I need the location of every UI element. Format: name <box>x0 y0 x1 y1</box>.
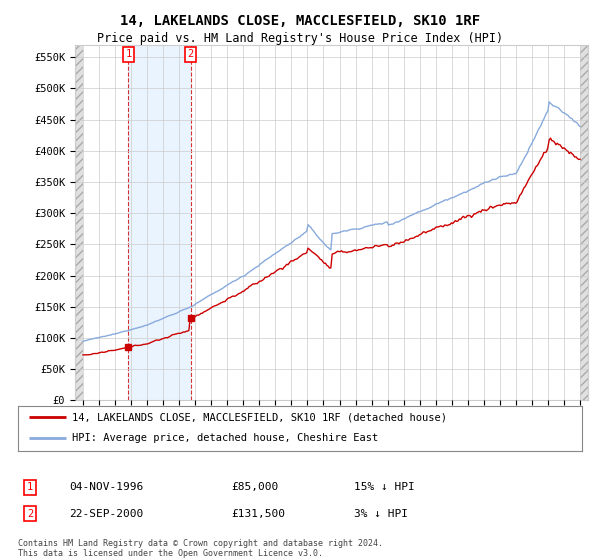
Text: 2: 2 <box>27 508 33 519</box>
Text: 1: 1 <box>125 49 131 59</box>
Text: 14, LAKELANDS CLOSE, MACCLESFIELD, SK10 1RF (detached house): 14, LAKELANDS CLOSE, MACCLESFIELD, SK10 … <box>71 412 446 422</box>
Bar <box>580 45 588 400</box>
Text: £131,500: £131,500 <box>231 508 285 519</box>
Text: 22-SEP-2000: 22-SEP-2000 <box>69 508 143 519</box>
Text: HPI: Average price, detached house, Cheshire East: HPI: Average price, detached house, Ches… <box>71 433 378 444</box>
Bar <box>128 45 191 400</box>
Text: 2: 2 <box>187 49 194 59</box>
Text: 14, LAKELANDS CLOSE, MACCLESFIELD, SK10 1RF: 14, LAKELANDS CLOSE, MACCLESFIELD, SK10 … <box>120 14 480 28</box>
Text: £85,000: £85,000 <box>231 482 278 492</box>
Text: 15% ↓ HPI: 15% ↓ HPI <box>354 482 415 492</box>
Text: Contains HM Land Registry data © Crown copyright and database right 2024.
This d: Contains HM Land Registry data © Crown c… <box>18 539 383 558</box>
Text: 1: 1 <box>27 482 33 492</box>
Text: 3% ↓ HPI: 3% ↓ HPI <box>354 508 408 519</box>
Text: Price paid vs. HM Land Registry's House Price Index (HPI): Price paid vs. HM Land Registry's House … <box>97 32 503 45</box>
Bar <box>75 45 83 400</box>
Text: 04-NOV-1996: 04-NOV-1996 <box>69 482 143 492</box>
